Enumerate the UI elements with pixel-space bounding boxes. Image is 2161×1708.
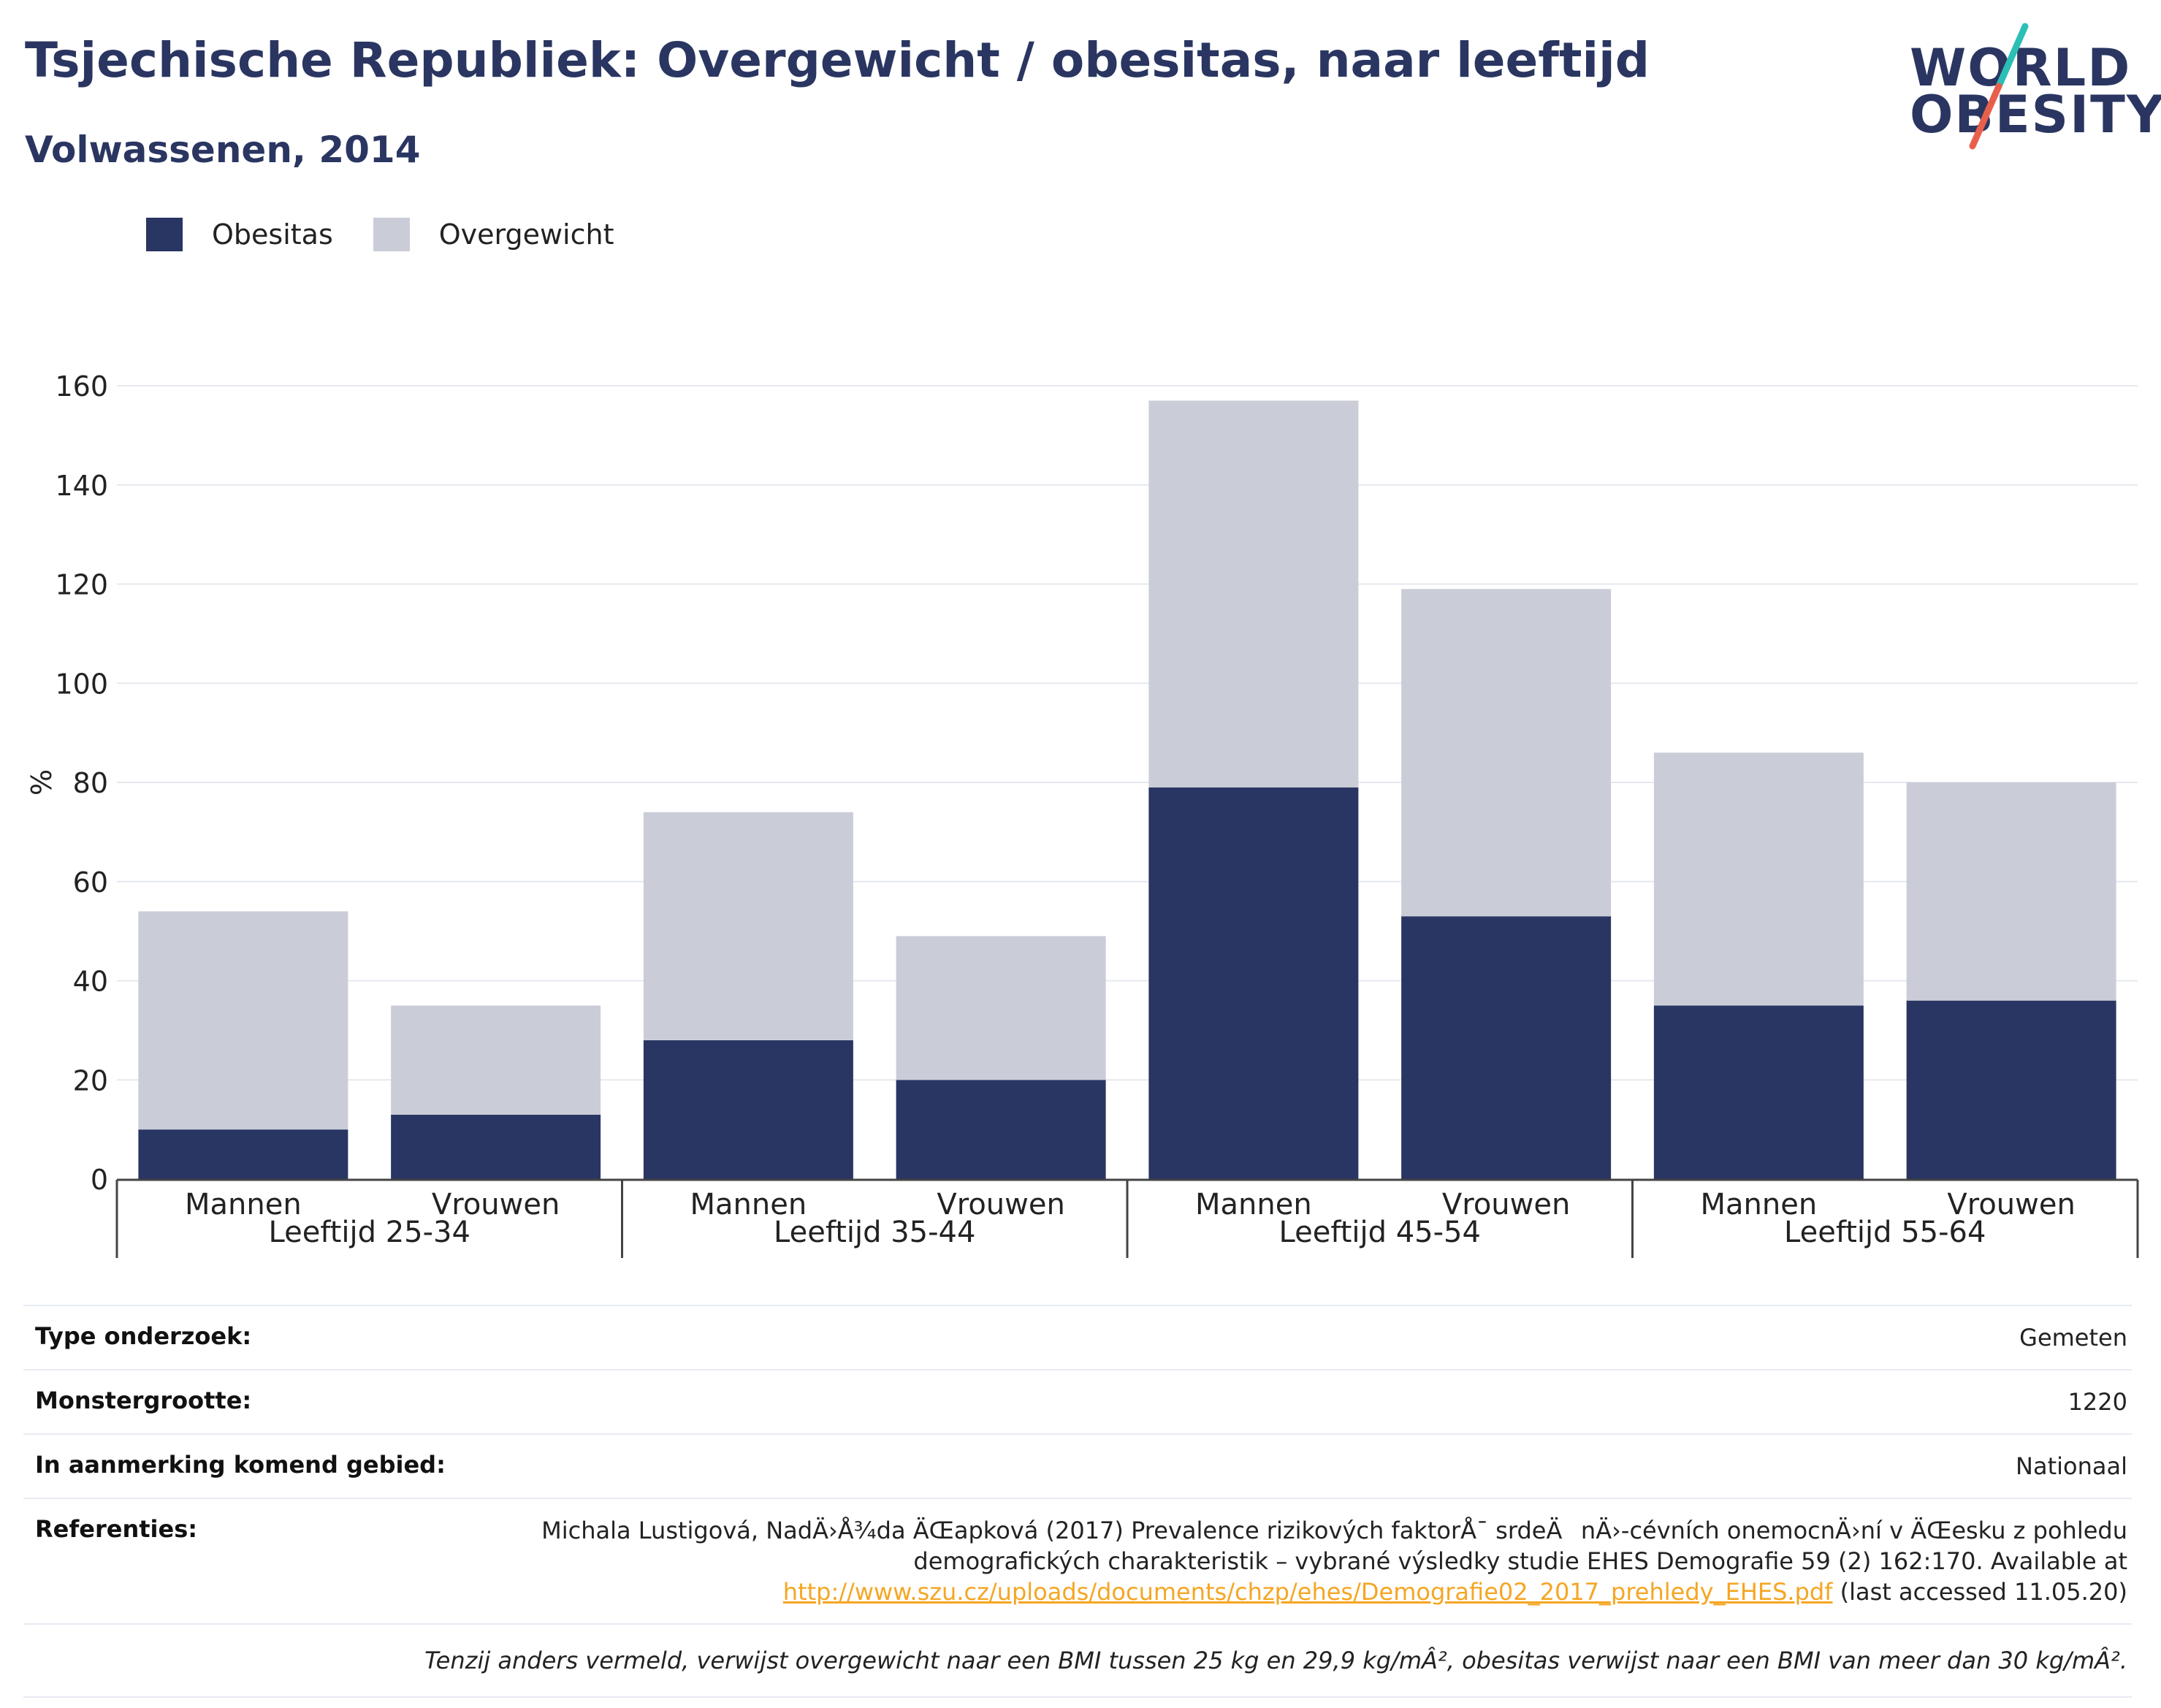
bar-obesitas [391, 1114, 601, 1179]
y-axis-label: % [26, 769, 58, 796]
reference-line-2: demografických charakteristik – vybrané … [913, 1547, 2127, 1575]
x-tick-label: Vrouwen [1947, 1188, 2075, 1221]
reference-line-1: Michala Lustigová, NadÄ›Å¾da ÄŒapková (2… [541, 1517, 2127, 1544]
meta-row: In aanmerking komend gebied: Nationaal [23, 1433, 2132, 1498]
bar-obesitas [896, 1080, 1106, 1179]
group-label: Leeftijd 45-54 [1279, 1216, 1481, 1249]
references-text: Michala Lustigová, NadÄ›Å¾da ÄŒapková (2… [541, 1515, 2127, 1607]
legend-swatch-obesitas [146, 218, 183, 251]
y-tick-label: 140 [55, 470, 108, 502]
page-title: Tsjechische Republiek: Overgewicht / obe… [25, 32, 1650, 88]
bar-obesitas [1906, 1000, 2116, 1179]
bmi-footnote: Tenzij anders vermeld, verwijst overgewi… [23, 1623, 2132, 1698]
reference-accessed: (last accessed 11.05.20) [1832, 1578, 2127, 1606]
x-tick-label: Vrouwen [1442, 1188, 1570, 1221]
x-tick-label: Mannen [185, 1188, 302, 1221]
survey-meta-table: Type onderzoek: Gemeten Monstergrootte: … [23, 1305, 2132, 1698]
group-label: Leeftijd 25-34 [269, 1216, 470, 1249]
legend-label-obesitas: Obesitas [212, 218, 333, 251]
page-subtitle: Volwassenen, 2014 [25, 129, 421, 171]
stacked-bar-chart: 0 20 40 60 80 100 120 140 160% Mannen Vrouwen Manne… [26, 370, 2139, 1258]
y-tick-label: 60 [73, 866, 108, 899]
y-tick-label: 80 [73, 767, 108, 799]
legend-label-overgewicht: Overgewicht [438, 218, 614, 251]
bar-overgewicht [1653, 752, 1864, 1006]
legend-item-obesitas[interactable]: Obesitas [146, 218, 333, 251]
y-tick-label: 160 [55, 370, 108, 403]
bar-overgewicht [138, 911, 348, 1130]
meta-row: Monstergrootte: 1220 [23, 1369, 2132, 1433]
bar-overgewicht [1906, 782, 2116, 1001]
logo-text-top: WORLD [1910, 38, 2132, 98]
bar-obesitas [643, 1040, 853, 1179]
bar-overgewicht [1148, 400, 1359, 788]
bar-overgewicht [643, 812, 853, 1040]
x-tick-label: Vrouwen [937, 1188, 1064, 1221]
x-tick-label: Vrouwen [432, 1188, 560, 1221]
legend-swatch-overgewicht [373, 218, 410, 251]
y-tick-label: 0 [91, 1164, 108, 1196]
meta-value: Gemeten [2019, 1324, 2127, 1351]
y-tick-label: 120 [55, 569, 108, 601]
group-label: Leeftijd 55-64 [1784, 1216, 1986, 1249]
x-tick-label: Mannen [690, 1188, 807, 1221]
group-label: Leeftijd 35-44 [774, 1216, 975, 1249]
meta-row: Type onderzoek: Gemeten [23, 1305, 2132, 1369]
bar-obesitas [1401, 916, 1612, 1179]
bar-overgewicht [1401, 589, 1612, 917]
meta-row-references: Referenties: Michala Lustigová, NadÄ›Å¾d… [23, 1498, 2132, 1623]
x-tick-label: Mannen [1195, 1188, 1312, 1221]
y-tick-label: 100 [55, 668, 108, 700]
y-tick-label: 20 [73, 1064, 108, 1097]
reference-link[interactable]: http://www.szu.cz/uploads/documents/chzp… [782, 1578, 1833, 1606]
meta-value: Nationaal [2016, 1452, 2127, 1480]
meta-key: Type onderzoek: [35, 1322, 252, 1350]
world-obesity-logo: WORLD OBESITY [1899, 22, 2161, 153]
x-tick-label: Mannen [1701, 1188, 1818, 1221]
logo-slash-icon [1969, 23, 2029, 150]
logo-text-bottom: OBESITY [1910, 85, 2161, 145]
meta-key: In aanmerking komend gebied: [35, 1451, 446, 1479]
bar-obesitas [1148, 787, 1359, 1179]
chart-legend: Obesitas Overgewicht [146, 218, 655, 251]
meta-key: Referenties: [35, 1515, 198, 1543]
y-tick-label: 40 [73, 966, 108, 998]
bar-overgewicht [391, 1005, 601, 1115]
legend-item-overgewicht[interactable]: Overgewicht [373, 218, 614, 251]
bar-obesitas [1653, 1005, 1864, 1179]
bar-obesitas [138, 1129, 348, 1179]
bar-overgewicht [896, 936, 1106, 1080]
meta-key: Monstergrootte: [35, 1387, 252, 1414]
meta-value: 1220 [2067, 1388, 2127, 1416]
